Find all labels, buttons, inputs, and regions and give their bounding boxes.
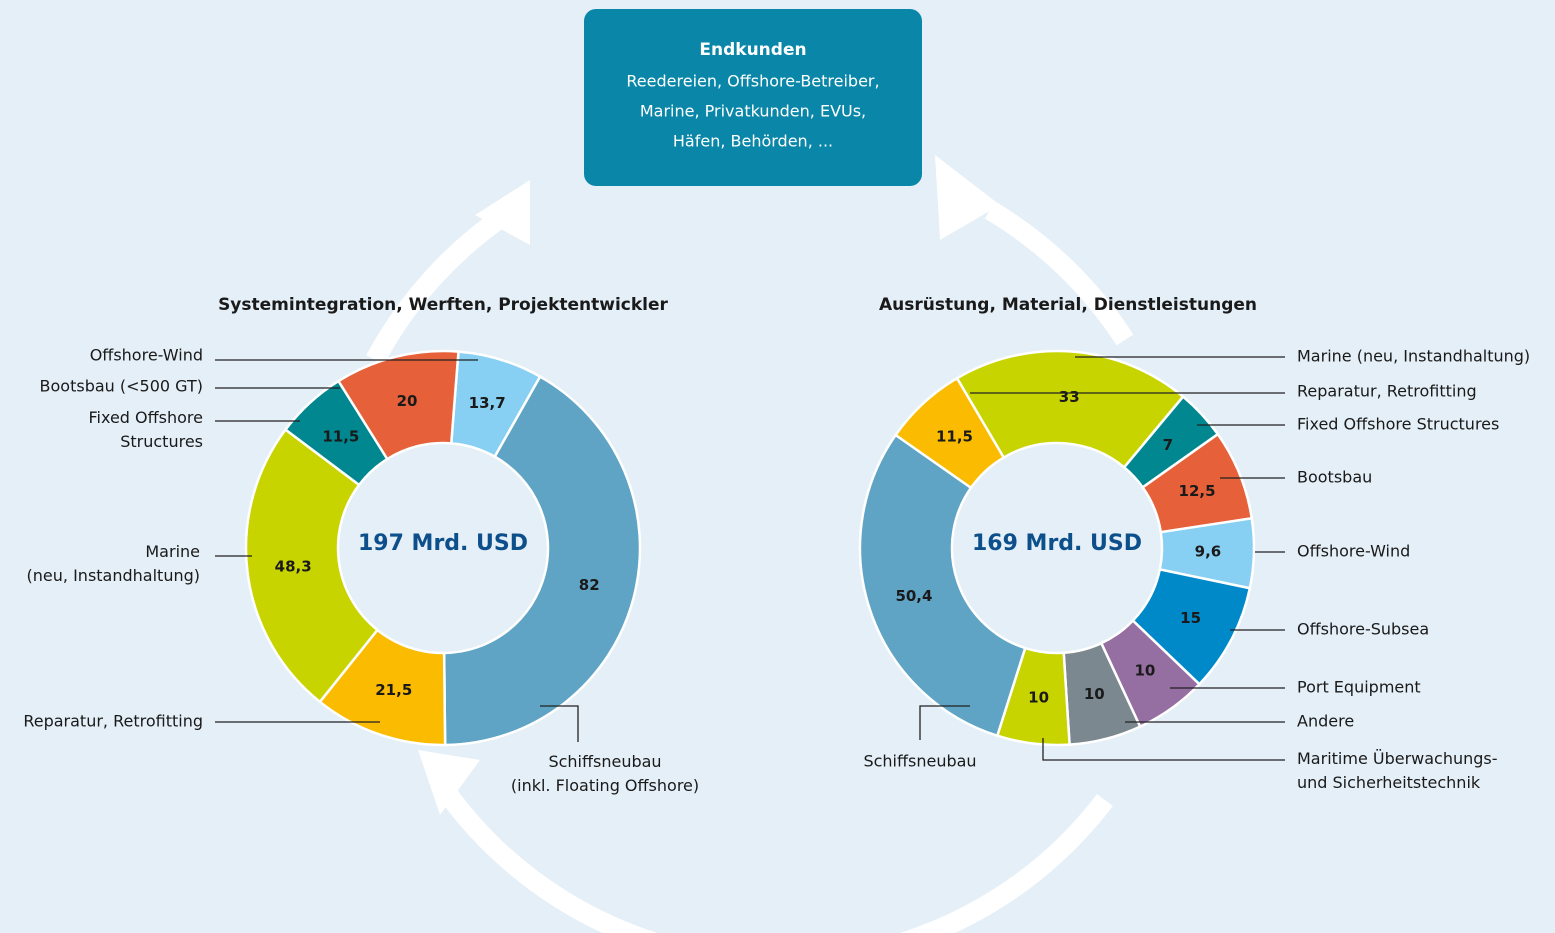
value-label: 12,5 [1179,482,1216,500]
chart-title: Systemintegration, Werften, Projektentwi… [218,295,668,315]
category-label: Bootsbau [1297,468,1372,487]
category-label: Schiffsneubau [863,752,976,771]
category-label: Reparatur, Retrofitting [23,712,203,731]
category-label: Maritime Überwachungs-und Sicherheitstec… [1297,749,1498,792]
customer-line: Reedereien, Offshore-Betreiber, [626,72,879,91]
category-label: Andere [1297,712,1354,731]
center-label: 197 Mrd. USD [358,531,528,556]
donut-segment [893,376,1006,490]
arrow-left [366,206,511,365]
category-label: Offshore-Wind [1297,542,1410,561]
category-label: Reparatur, Retrofitting [1297,382,1477,401]
value-label: 9,6 [1195,543,1222,561]
arrowhead-right [935,155,1000,240]
value-label: 33 [1059,388,1080,406]
arrow-right [984,201,1134,346]
category-label: Bootsbau (<500 GT) [40,377,203,396]
value-label: 13,7 [469,394,506,412]
value-label: 48,3 [275,557,312,575]
value-label: 11,5 [936,428,973,446]
customer-box [584,9,922,186]
chart-title: Ausrüstung, Material, Dienstleistungen [879,295,1257,315]
customer-title: Endkunden [699,40,806,60]
leader-line [540,705,579,742]
category-label: Offshore-Wind [90,346,203,365]
leader-line [1042,738,1285,761]
category-label: Port Equipment [1297,678,1421,697]
value-label: 11,5 [322,427,359,445]
category-label: Fixed Offshore Structures [89,408,204,451]
donut-segment [442,374,642,747]
value-label: 82 [579,576,600,594]
donut-segment [336,349,460,461]
arrowhead-bottom [418,750,480,815]
category-label: Marine (neu, Instandhaltung) [27,542,200,585]
value-label: 10 [1028,688,1049,706]
category-label: Fixed Offshore Structures [1297,415,1499,434]
leader-line [919,705,970,740]
value-label: 21,5 [375,681,412,699]
customer-line: Häfen, Behörden, ... [673,132,833,151]
center-label: 169 Mrd. USD [972,531,1142,556]
value-label: 7 [1163,436,1173,454]
value-label: 10 [1134,661,1155,679]
value-label: 20 [397,392,418,410]
category-label: Offshore-Subsea [1297,620,1429,639]
donut-segment [244,427,380,704]
value-label: 50,4 [895,587,932,605]
value-label: 10 [1084,685,1105,703]
cycle-arrows [366,201,1134,933]
customer-line: Marine, Privatkunden, EVUs, [640,102,866,121]
donut-segment [858,433,1027,738]
category-label: Schiffsneubau (inkl. Floating Offshore) [511,752,699,795]
category-label: Marine (neu, Instandhaltung) [1297,347,1530,366]
arrowhead-left [475,180,530,245]
value-label: 15 [1180,609,1201,627]
arrow-bottom [436,784,1113,933]
